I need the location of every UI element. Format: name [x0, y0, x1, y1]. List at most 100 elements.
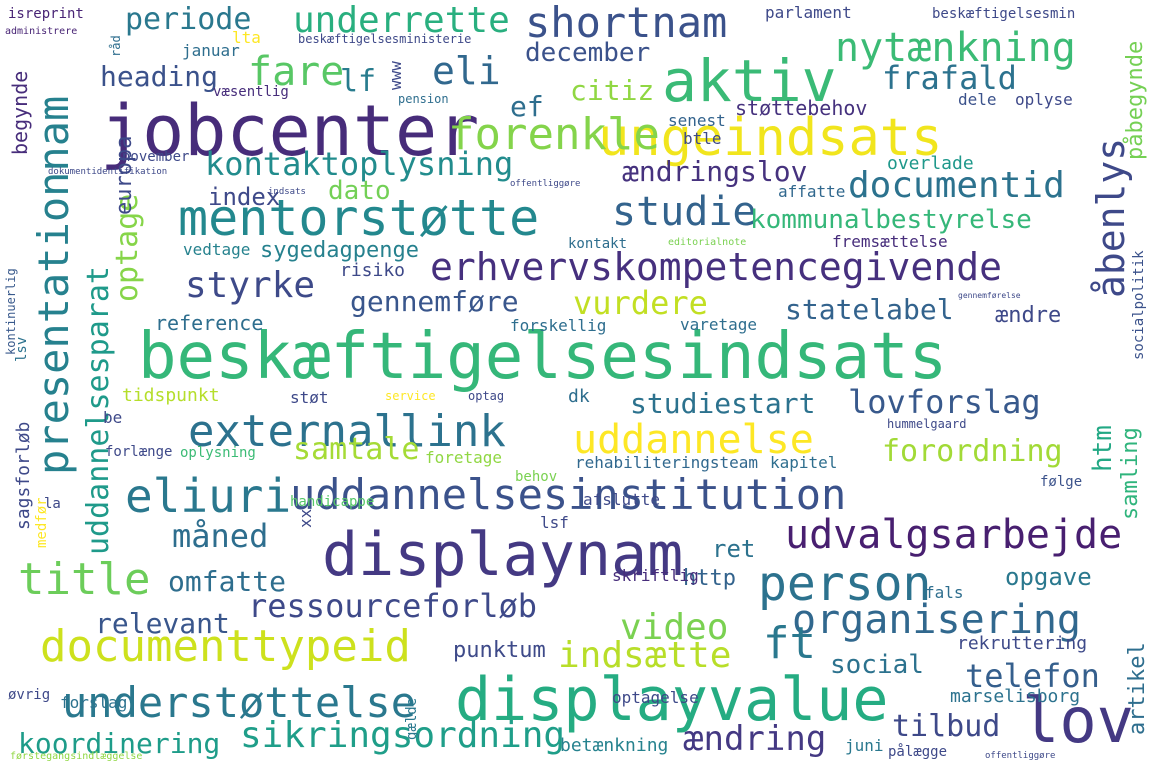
- word-kommunalbestyrelse: kommunalbestyrelse: [750, 205, 1032, 235]
- word-htm: htm: [1088, 425, 1118, 472]
- word-pension: pension: [398, 92, 449, 106]
- word-kontinuerlig: kontinuerlig: [4, 268, 18, 355]
- word-vedtage: vedtage: [183, 240, 251, 259]
- word-palaegge: pålægge: [888, 744, 948, 760]
- word-begynde: begynde: [8, 70, 32, 155]
- word-fals: fals: [925, 583, 964, 602]
- word-nytaenkning: nytænkning: [835, 25, 1076, 71]
- word-parlament: parlament: [765, 3, 852, 22]
- word-http: http: [683, 566, 736, 591]
- word-hummelgaard: hummelgaard: [887, 417, 967, 431]
- word-jobcenter: jobcenter: [100, 90, 480, 172]
- word-aktiv: aktiv: [662, 47, 837, 115]
- word-understottelse: understøttelse: [62, 678, 417, 727]
- word-senest: senest: [668, 111, 726, 130]
- word-displaynam: displaynam: [322, 520, 684, 590]
- word-aendring: ændring: [683, 719, 827, 759]
- word-vurdere: vurdere: [573, 284, 708, 322]
- word-aendre: ændre: [995, 303, 1062, 328]
- word-fare: fare: [248, 49, 345, 95]
- word-december: december: [525, 38, 651, 68]
- word-be: be: [103, 408, 123, 427]
- word-relevant: relevant: [95, 607, 230, 640]
- word-maned: måned: [172, 517, 269, 555]
- word-samtale: samtale: [293, 432, 420, 467]
- word-abenlys: åbenlys: [1089, 137, 1133, 298]
- word-samling: samling: [1118, 427, 1143, 520]
- word-externallink: externallink: [188, 406, 506, 457]
- word-documenttypeid: documenttypeid: [40, 621, 411, 672]
- word-optagelse: optagelse: [612, 688, 699, 707]
- word-underrette: underrette: [293, 0, 510, 41]
- word-lovforslag: lovforslag: [848, 383, 1041, 421]
- word-documentid: documentid: [848, 165, 1065, 206]
- word-oplysning: oplysning: [180, 445, 256, 461]
- word-opgave: opgave: [1005, 563, 1092, 591]
- word-presentationnam: presentationnam: [29, 95, 78, 475]
- word-dokumentidentifikation: dokumentidentifikation: [48, 167, 168, 177]
- word-reference: reference: [155, 311, 264, 335]
- word-koordinering: koordinering: [18, 727, 221, 760]
- word-offentliggore-1: offentliggøre: [510, 179, 581, 189]
- word-rad: råd: [109, 35, 123, 57]
- word-kontakt: kontakt: [568, 236, 628, 252]
- word-stottebehov: støttebehov: [735, 96, 868, 120]
- word-telefon: telefon: [965, 657, 1100, 695]
- word-video: video: [620, 607, 729, 648]
- word-eliuri: eliuri: [125, 469, 292, 523]
- word-dato: dato: [328, 176, 391, 206]
- word-gennemforelse: gennemførelse: [958, 291, 1021, 300]
- word-varetage: varetage: [680, 315, 758, 334]
- word-oplyse: oplyse: [1015, 90, 1073, 109]
- word-forstegangsindlaeggelse: førstegangsindlæggelse: [10, 751, 143, 762]
- word-offentliggore-2: offentliggøre: [985, 751, 1056, 761]
- word-lf: lf: [340, 64, 377, 99]
- word-la: la: [44, 496, 61, 512]
- word-optag: optag: [468, 389, 505, 403]
- word-juni: juni: [845, 736, 884, 755]
- word-studie: studie: [612, 189, 757, 235]
- word-indsats: indsats: [268, 187, 306, 197]
- word-kontaktoplysning: kontaktoplysning: [205, 145, 514, 183]
- word-kapitel: kapitel: [770, 453, 838, 472]
- word-lov: lov: [1022, 684, 1134, 757]
- word-beskaeftigelsesministerie: beskæftigelsesministerie: [298, 32, 472, 46]
- word-forordning: forordning: [882, 434, 1063, 469]
- word-aendringslov: ændringslov: [622, 155, 808, 188]
- word-overlade: overlade: [887, 153, 974, 174]
- word-omfatte: omfatte: [168, 565, 287, 598]
- word-udvalgsarbejde: udvalgsarbejde: [785, 512, 1123, 558]
- word-xx: xx: [296, 508, 315, 528]
- word-dk: dk: [568, 386, 590, 407]
- word-betaenkning: betænkning: [560, 735, 669, 756]
- word-lsf: lsf: [540, 513, 569, 532]
- word-punktum: punktum: [453, 638, 546, 663]
- word-forlaenge: forlænge: [105, 444, 173, 460]
- word-studiestart: studiestart: [630, 387, 816, 420]
- word-vaesentlig: væsentlig: [213, 84, 289, 100]
- word-affatte: affatte: [778, 182, 846, 201]
- word-forskellig: forskellig: [510, 316, 607, 335]
- word-title: title: [18, 554, 151, 605]
- word-ovrig: øvrig: [8, 687, 51, 703]
- word-risiko: risiko: [340, 260, 406, 281]
- word-index: index: [208, 183, 281, 211]
- word-dele: dele: [958, 90, 997, 109]
- word-uddannelse: uddannelse: [573, 417, 814, 463]
- word-erhvervskompetencegivende: erhvervskompetencegivende: [430, 245, 1002, 289]
- word-folge: følge: [1040, 474, 1083, 490]
- word-ft: ft: [763, 618, 816, 669]
- word-forenkle: forenkle: [448, 109, 660, 160]
- word-sikringsordning: sikringsordning: [240, 715, 566, 756]
- word-eli: eli: [432, 49, 501, 93]
- word-pabegynde: påbegynde: [1123, 40, 1148, 160]
- word-ressourceforlob: ressourceforløb: [248, 587, 537, 625]
- word-statelabel: statelabel: [785, 293, 954, 326]
- word-btle: btle: [683, 129, 722, 148]
- word-service: service: [385, 389, 436, 403]
- word-shortnam: shortnam: [525, 0, 728, 47]
- word-handicappe: handicappe: [290, 494, 375, 510]
- word-person: person: [758, 556, 932, 612]
- word-isreprint: isreprint: [8, 6, 84, 22]
- word-www: www: [386, 61, 405, 90]
